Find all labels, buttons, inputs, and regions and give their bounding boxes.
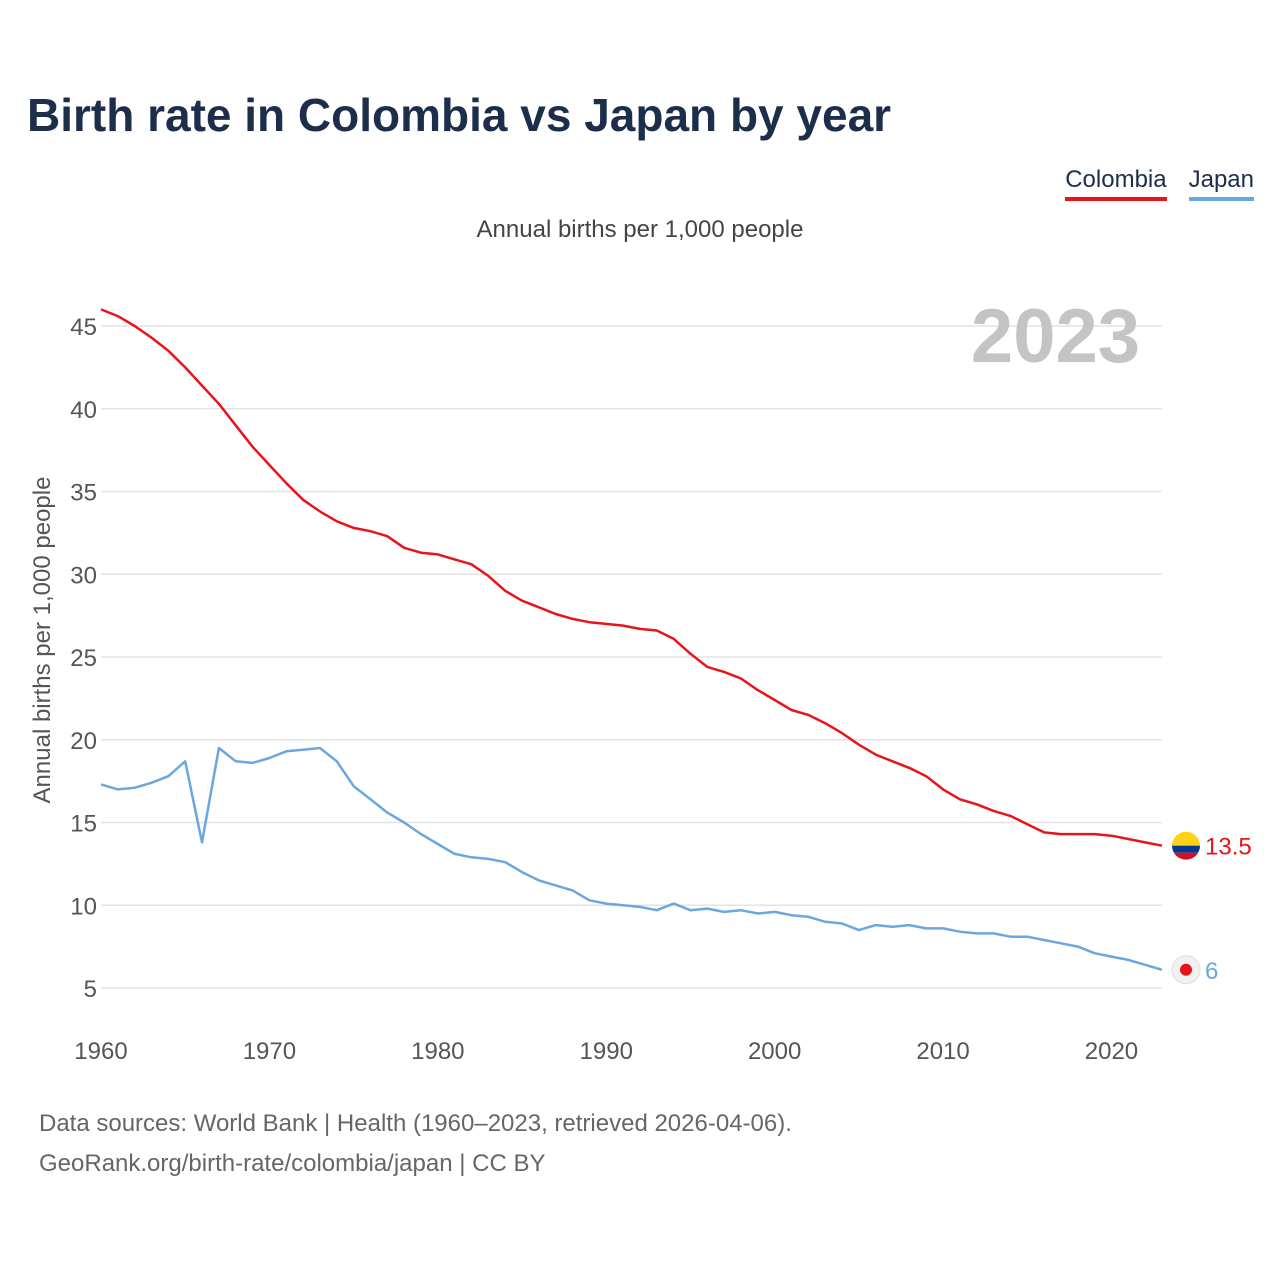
chart-title: Birth rate in Colombia vs Japan by year bbox=[27, 89, 892, 141]
source-note: Data sources: World Bank | Health (1960–… bbox=[39, 1110, 792, 1137]
x-tick-label-1960: 1960 bbox=[74, 1038, 127, 1065]
legend: Colombia Japan bbox=[1065, 166, 1254, 201]
year-label: 2023 bbox=[971, 294, 1140, 379]
series-line-colombia bbox=[100, 308, 1163, 847]
colombia-flag-icon bbox=[1172, 831, 1200, 860]
y-tick-label-35: 35 bbox=[70, 480, 97, 507]
x-tick-label-2010: 2010 bbox=[916, 1038, 969, 1065]
line-chart: 5 10 15 20 25 30 35 40 45 1960 1970 1980 1990 2000 20… bbox=[29, 294, 1252, 1065]
y-tick-label-40: 40 bbox=[70, 397, 97, 424]
series-line-japan bbox=[100, 746, 1163, 971]
x-tick-label-1980: 1980 bbox=[411, 1038, 464, 1065]
x-tick-label-1970: 1970 bbox=[243, 1038, 296, 1065]
y-tick-label-5: 5 bbox=[84, 976, 97, 1003]
x-axis-ticks: 1960 1970 1980 1990 2000 2010 2020 bbox=[74, 1038, 1138, 1065]
series-lines bbox=[100, 308, 1163, 971]
chart-subtitle: Annual births per 1,000 people bbox=[476, 216, 804, 243]
japan-end-value-label: 6 bbox=[1205, 958, 1218, 985]
x-tick-label-2000: 2000 bbox=[748, 1038, 801, 1065]
y-axis-ticks: 5 10 15 20 25 30 35 40 45 bbox=[70, 314, 97, 1003]
legend-item-colombia[interactable]: Colombia bbox=[1065, 166, 1167, 201]
y-tick-label-15: 15 bbox=[70, 811, 97, 838]
y-tick-label-10: 10 bbox=[70, 893, 97, 920]
grid-lines bbox=[101, 325, 1162, 989]
y-tick-label-30: 30 bbox=[70, 562, 97, 589]
x-tick-label-1990: 1990 bbox=[580, 1038, 633, 1065]
license-note: GeoRank.org/birth-rate/colombia/japan | … bbox=[39, 1150, 546, 1177]
series-end-markers: 13.56 bbox=[1171, 831, 1252, 985]
japan-flag-icon bbox=[1171, 955, 1201, 985]
legend-item-japan[interactable]: Japan bbox=[1188, 166, 1254, 201]
colombia-end-value-label: 13.5 bbox=[1205, 834, 1252, 861]
chart-footer: Data sources: World Bank | Health (1960–… bbox=[39, 1104, 792, 1184]
y-axis-label: Annual births per 1,000 people bbox=[29, 477, 56, 804]
x-tick-label-2020: 2020 bbox=[1085, 1038, 1138, 1065]
y-tick-label-45: 45 bbox=[70, 314, 97, 341]
y-tick-label-20: 20 bbox=[70, 728, 97, 755]
y-tick-label-25: 25 bbox=[70, 645, 97, 672]
